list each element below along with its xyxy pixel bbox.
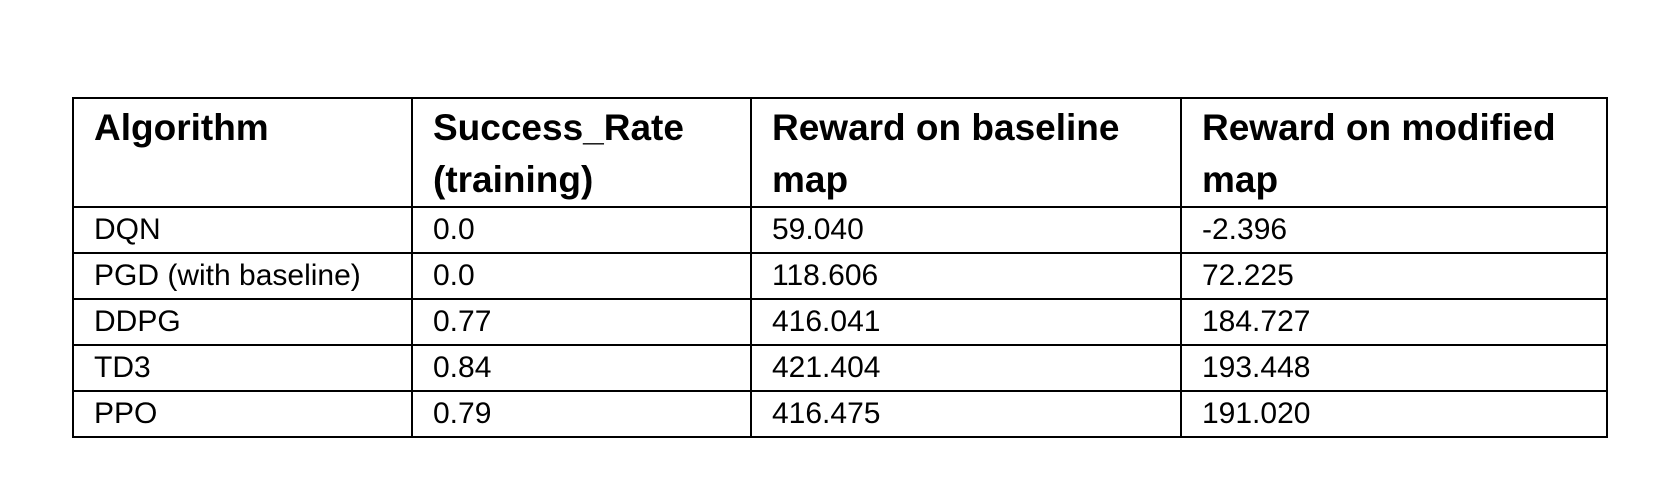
header-row: Algorithm Success_Rate (training) Reward…	[72, 97, 1608, 208]
results-table: Algorithm Success_Rate (training) Reward…	[72, 97, 1608, 438]
header-reward-baseline: Reward on baseline map	[750, 97, 1182, 208]
cell-success-rate: 0.84	[411, 344, 752, 392]
table-row: DDPG 0.77 416.041 184.727	[72, 298, 1608, 346]
cell-algorithm: TD3	[72, 344, 413, 392]
cell-algorithm: DDPG	[72, 298, 413, 346]
cell-reward-modified: 72.225	[1180, 252, 1608, 300]
header-success-rate: Success_Rate (training)	[411, 97, 752, 208]
cell-success-rate: 0.79	[411, 390, 752, 438]
cell-reward-baseline: 416.041	[750, 298, 1182, 346]
table-body: DQN 0.0 59.040 -2.396 PGD (with baseline…	[72, 206, 1608, 438]
table-header: Algorithm Success_Rate (training) Reward…	[72, 97, 1608, 208]
cell-reward-modified: -2.396	[1180, 206, 1608, 254]
header-algorithm: Algorithm	[72, 97, 413, 208]
cell-reward-baseline: 118.606	[750, 252, 1182, 300]
cell-algorithm: PPO	[72, 390, 413, 438]
cell-reward-baseline: 59.040	[750, 206, 1182, 254]
cell-reward-modified: 191.020	[1180, 390, 1608, 438]
cell-reward-modified: 193.448	[1180, 344, 1608, 392]
cell-reward-baseline: 416.475	[750, 390, 1182, 438]
cell-success-rate: 0.77	[411, 298, 752, 346]
table-row: TD3 0.84 421.404 193.448	[72, 344, 1608, 392]
cell-success-rate: 0.0	[411, 252, 752, 300]
header-reward-modified: Reward on modified map	[1180, 97, 1608, 208]
cell-algorithm: PGD (with baseline)	[72, 252, 413, 300]
cell-success-rate: 0.0	[411, 206, 752, 254]
cell-algorithm: DQN	[72, 206, 413, 254]
cell-reward-baseline: 421.404	[750, 344, 1182, 392]
table-row: PPO 0.79 416.475 191.020	[72, 390, 1608, 438]
table-row: PGD (with baseline) 0.0 118.606 72.225	[72, 252, 1608, 300]
cell-reward-modified: 184.727	[1180, 298, 1608, 346]
table-row: DQN 0.0 59.040 -2.396	[72, 206, 1608, 254]
